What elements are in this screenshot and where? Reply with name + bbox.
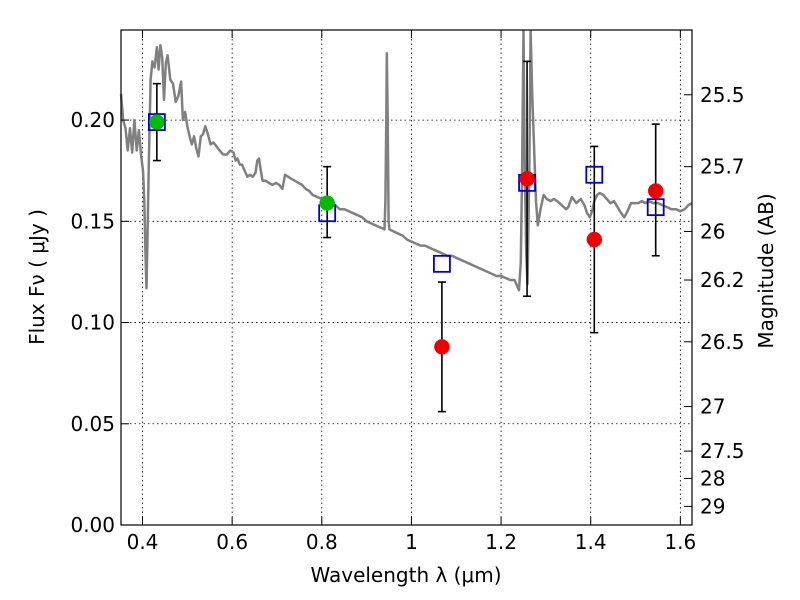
x-tick-label: 1.4 xyxy=(575,530,607,554)
x-tick-label: 0.4 xyxy=(127,530,159,554)
right-tick-label: 26.5 xyxy=(700,330,745,354)
observed-flux-point xyxy=(519,171,535,187)
right-tick-label: 26.2 xyxy=(700,268,745,292)
x-tick-label: 1.2 xyxy=(485,530,517,554)
observed-flux-point xyxy=(647,183,664,199)
right-tick-label: 26 xyxy=(700,219,725,243)
model-flux-square xyxy=(585,165,604,184)
x-axis-label: Wavelength λ (μm) xyxy=(310,563,501,587)
observed-flux-point xyxy=(434,339,450,355)
right-tick-label: 28 xyxy=(700,466,725,490)
sed-model-line xyxy=(119,29,693,292)
x-tick-label: 0.6 xyxy=(216,530,248,554)
right-tick-label: 25.7 xyxy=(700,155,745,179)
plot-frame xyxy=(120,29,693,526)
right-axis-label: Magnitude (AB) xyxy=(754,193,778,348)
x-tick-label: 0.8 xyxy=(306,530,338,554)
right-tick-label: 27.5 xyxy=(700,439,745,463)
x-tick-label: 1.6 xyxy=(664,530,696,554)
model-flux-square xyxy=(147,113,166,132)
right-tick-label: 25.5 xyxy=(700,83,745,107)
y-tick-label: 0.20 xyxy=(70,108,115,132)
observed-flux-markers xyxy=(149,114,664,355)
observed-flux-point xyxy=(149,114,165,130)
observed-flux-point xyxy=(319,195,335,211)
x-tick-label: 1 xyxy=(405,530,418,554)
y-tick-label: 0.10 xyxy=(70,311,115,335)
y-tick-label: 0.05 xyxy=(70,412,115,436)
model-flux-square xyxy=(433,254,451,273)
y-tick-label: 0.15 xyxy=(70,209,115,233)
y-tick-label: 0.00 xyxy=(70,513,115,537)
right-tick-label: 27 xyxy=(700,395,725,419)
model-flux-square xyxy=(646,198,665,217)
axis-ticks: 0.4 0.6 0.8 1 1.2 1.4 1.6 0.00 0.05 0.10 0.15 0.20 2… xyxy=(70,30,745,554)
right-tick-label: 29 xyxy=(700,494,725,518)
sed-model-layer xyxy=(119,29,693,292)
y-axis-label: Flux Fν ( μJy ) xyxy=(25,209,49,345)
observed-flux-point xyxy=(586,231,603,248)
